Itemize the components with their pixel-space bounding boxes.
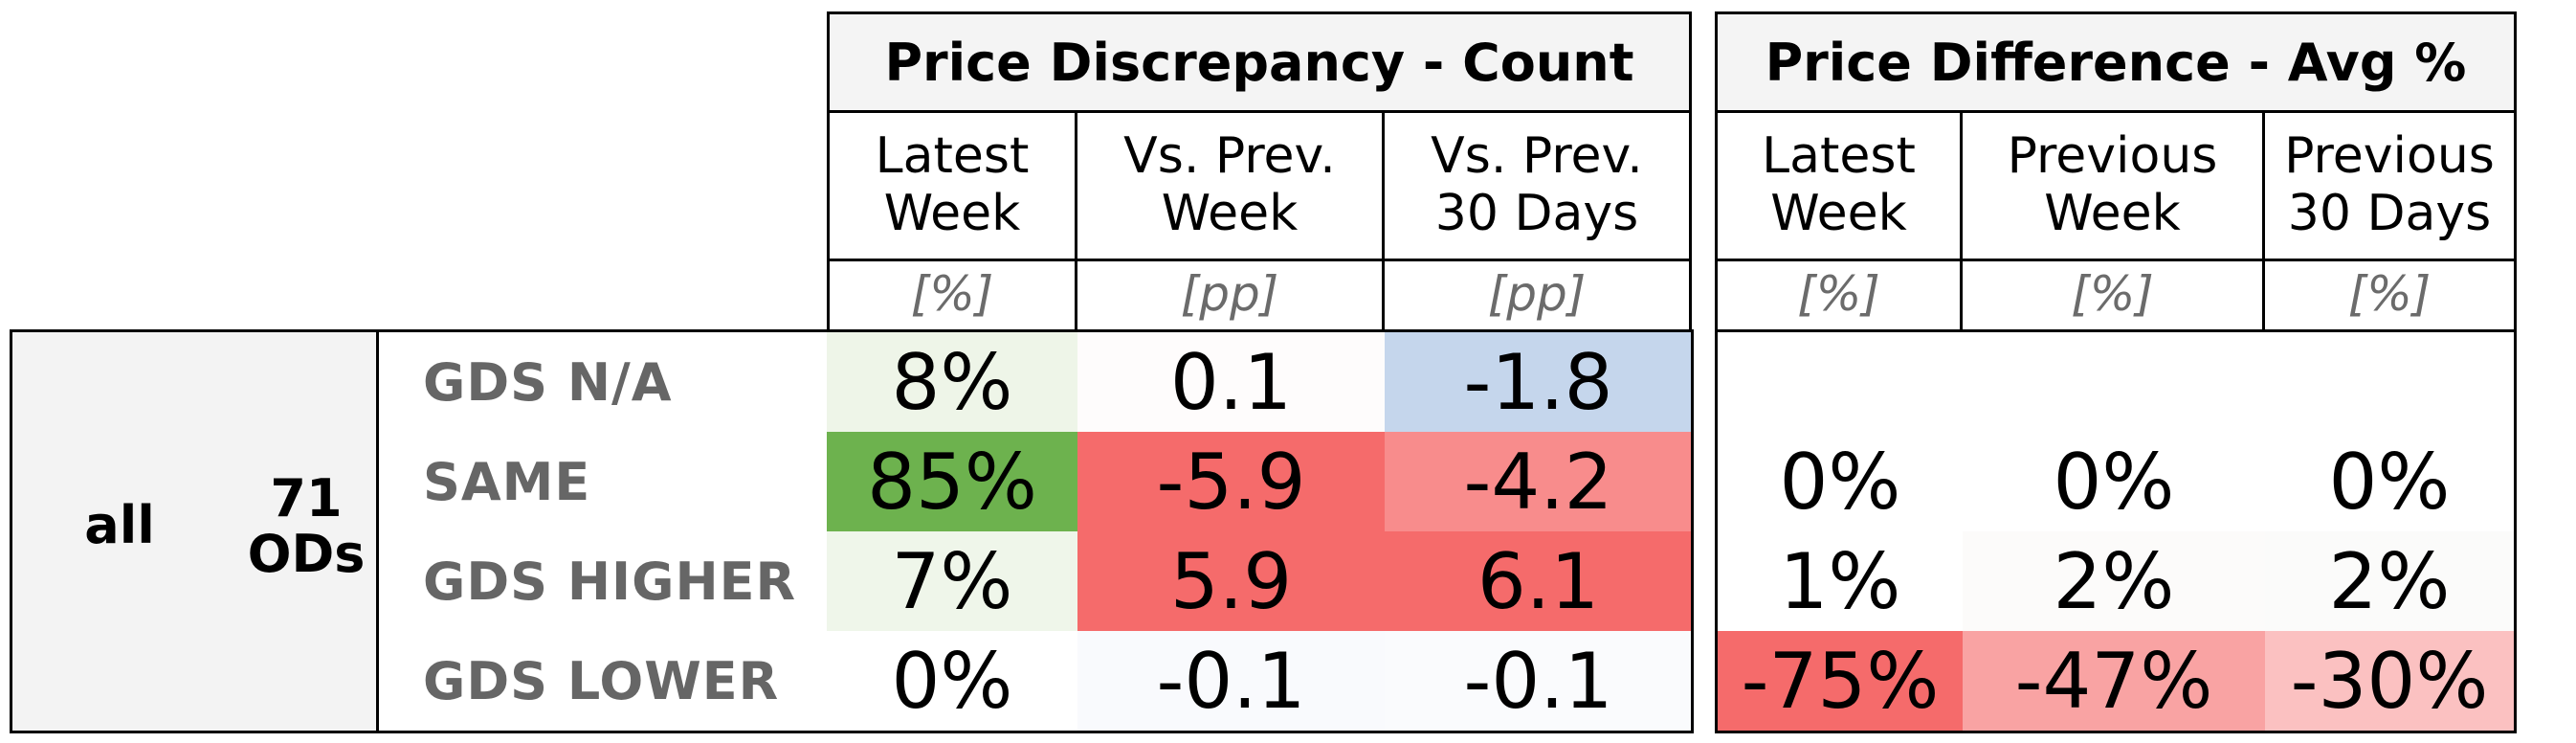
count-cell: -1.8 — [1385, 332, 1692, 432]
avg-cell: 0% — [1963, 432, 2265, 531]
group-title-avg: Price Difference - Avg % — [1715, 11, 2517, 113]
avg-cell: 2% — [1963, 531, 2265, 631]
avg-cell — [2265, 332, 2514, 432]
avg-cell: -47% — [1963, 631, 2265, 731]
count-cell: -5.9 — [1077, 432, 1385, 531]
avg-cell — [1963, 332, 2265, 432]
segment-divider — [376, 329, 379, 733]
unit-latest-week-avg: [%] — [1715, 259, 1963, 332]
unit-latest-week: [%] — [827, 259, 1077, 332]
row-label: GDS HIGHER — [423, 551, 797, 612]
row-label: GDS N/A — [423, 351, 673, 413]
left-frame — [10, 329, 1694, 733]
col-header-vs-prev-30-days: Vs. Prev. 30 Days — [1382, 110, 1692, 261]
group-title-count: Price Discrepancy - Count — [827, 11, 1692, 113]
count-cell: 6.1 — [1385, 531, 1692, 631]
avg-cell: -75% — [1718, 631, 1963, 731]
unit-vs-prev-30-days: [pp] — [1382, 259, 1692, 332]
unit-previous-30-days: [%] — [2262, 259, 2517, 332]
od-count-number: 71 — [270, 468, 343, 529]
avg-cell: 1% — [1718, 531, 1963, 631]
unit-previous-week: [%] — [1960, 259, 2265, 332]
avg-cell: -30% — [2265, 631, 2514, 731]
col-header-previous-week: Previous Week — [1960, 110, 2265, 261]
row-label: SAME — [423, 451, 591, 512]
avg-cell: 0% — [1718, 432, 1963, 531]
od-count-unit: ODs — [247, 524, 366, 584]
count-cell: -0.1 — [1077, 631, 1385, 731]
count-cell: 85% — [827, 432, 1077, 531]
col-header-previous-30-days: Previous 30 Days — [2262, 110, 2517, 261]
col-header-vs-prev-week: Vs. Prev. Week — [1075, 110, 1385, 261]
segment-label: all — [84, 495, 155, 555]
count-cell: -0.1 — [1385, 631, 1692, 731]
row-label: GDS LOWER — [423, 650, 780, 711]
avg-cell: 2% — [2265, 531, 2514, 631]
count-cell: 0% — [827, 631, 1077, 731]
segment-panel — [11, 329, 379, 732]
avg-cell: 0% — [2265, 432, 2514, 531]
right-frame — [1715, 329, 2517, 733]
col-header-latest-week-avg: Latest Week — [1715, 110, 1963, 261]
count-cell: 7% — [827, 531, 1077, 631]
count-cell: 8% — [827, 332, 1077, 432]
unit-vs-prev-week: [pp] — [1075, 259, 1385, 332]
od-count: 71 ODs — [239, 471, 373, 582]
avg-cell — [1718, 332, 1963, 432]
count-cell: 0.1 — [1077, 332, 1385, 432]
count-cell: -4.2 — [1385, 432, 1692, 531]
count-cell: 5.9 — [1077, 531, 1385, 631]
col-header-latest-week: Latest Week — [827, 110, 1077, 261]
